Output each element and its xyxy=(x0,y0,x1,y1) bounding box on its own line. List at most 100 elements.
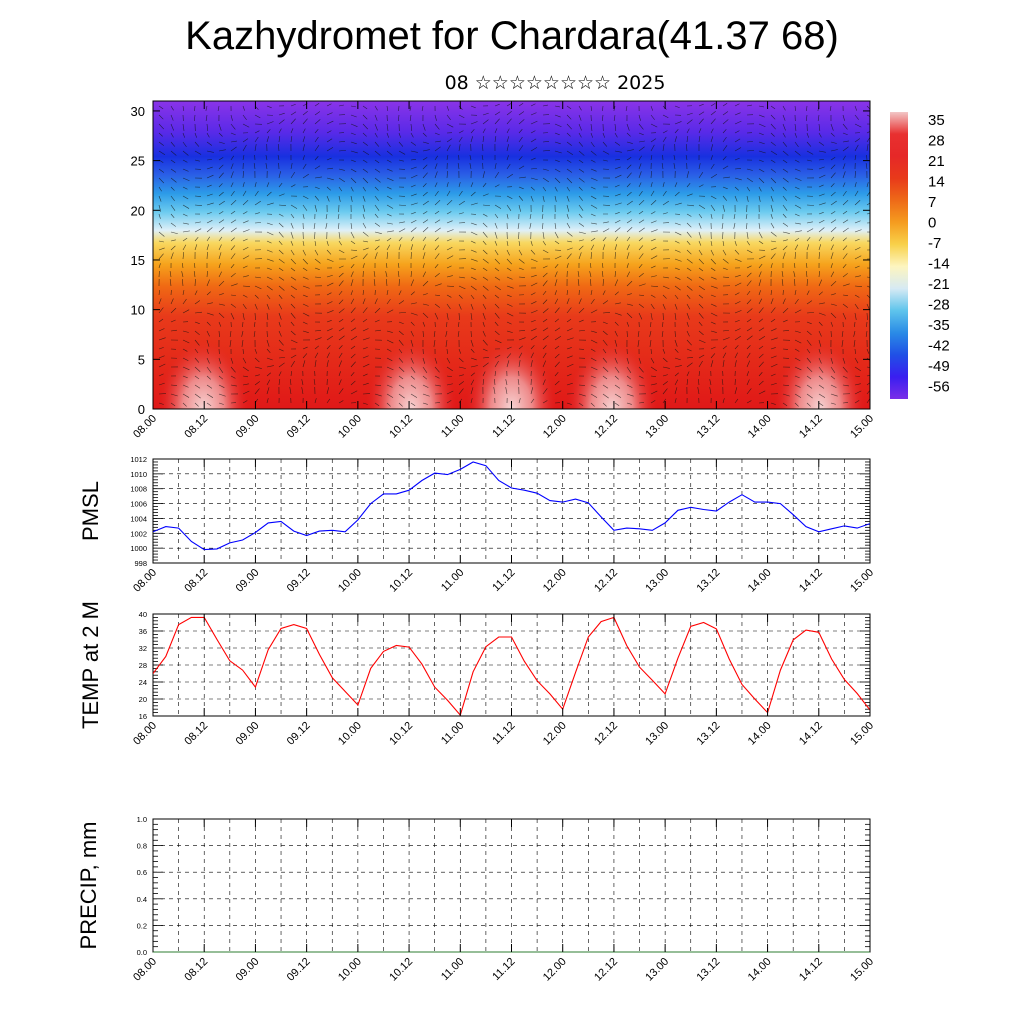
pmsl-series-line xyxy=(153,461,870,551)
colorbar-label: -14 xyxy=(928,256,950,273)
precip-xtick-label: 09.00 xyxy=(234,956,262,984)
temp-xtick-label: 08.00 xyxy=(131,720,159,748)
cs-ytick-label: 30 xyxy=(131,104,145,119)
temp-ytick-label: 24 xyxy=(139,678,147,687)
pmsl-ytick-label: 1002 xyxy=(130,529,147,538)
precip-xtick-label: 13.00 xyxy=(643,956,671,984)
temp-xtick-label: 09.00 xyxy=(234,720,262,748)
cs-xtick-label: 10.00 xyxy=(336,413,364,441)
temp-series-line xyxy=(153,616,870,716)
precip-ytick-label: 0.8 xyxy=(137,842,147,851)
precip-ytick-label: 1.0 xyxy=(137,815,147,824)
temp-xtick-label: 14.12 xyxy=(797,720,825,748)
colorbar-label: 7 xyxy=(928,194,936,211)
warm-bulb xyxy=(565,339,658,409)
precip-ytick-label: 0.4 xyxy=(137,895,147,904)
precip-xtick-label: 10.00 xyxy=(336,956,364,984)
cs-xtick-label: 08.00 xyxy=(131,413,159,441)
cs-xtick-label: 15.00 xyxy=(848,413,876,441)
pmsl-xtick-label: 13.00 xyxy=(643,567,671,595)
cs-xtick-label: 11.00 xyxy=(439,413,466,440)
colorbar-label: 21 xyxy=(928,153,945,170)
warm-bulb xyxy=(157,339,250,409)
temp-xtick-label: 12.00 xyxy=(541,720,569,748)
cs-xtick-label: 13.12 xyxy=(695,413,723,441)
precip-xtick-label: 14.00 xyxy=(746,956,774,984)
pmsl-xtick-label: 14.00 xyxy=(746,567,774,595)
temp-xtick-label: 11.00 xyxy=(439,720,466,747)
pmsl-xtick-label: 12.00 xyxy=(541,567,569,595)
precip-xtick-label: 12.00 xyxy=(541,956,569,984)
pmsl-xtick-label: 11.12 xyxy=(490,567,517,594)
cs-xtick-label: 09.00 xyxy=(234,413,262,441)
precip-xtick-label: 08.12 xyxy=(182,956,210,984)
colorbar-label: -56 xyxy=(928,379,950,396)
pmsl-xtick-label: 10.12 xyxy=(387,567,415,595)
colorbar-label: -7 xyxy=(928,235,941,252)
temp-xtick-label: 13.12 xyxy=(695,720,723,748)
pmsl-ytick-label: 998 xyxy=(134,559,147,568)
colorbar-label: -35 xyxy=(928,317,950,334)
page-title: Kazhydromet for Chardara(41.37 68) xyxy=(185,14,839,58)
pmsl-ytick-label: 1008 xyxy=(130,485,147,494)
precip-xtick-label: 11.00 xyxy=(439,956,466,983)
cs-xtick-label: 11.12 xyxy=(490,413,517,440)
colorbar-label: 14 xyxy=(928,174,945,191)
cs-ytick-label: 15 xyxy=(131,253,145,268)
colorbar-ramp xyxy=(890,112,908,399)
precip-panel: 0.0 0.2 0.4 0.6 0.8 1.0 PRECIP, mm 08.00 08.12 09… xyxy=(76,815,876,984)
pmsl-ytick-label: 1010 xyxy=(130,470,147,479)
temp-xtick-label: 12.12 xyxy=(592,720,620,748)
colorbar-label: -28 xyxy=(928,297,950,314)
cs-xtick-label: 08.12 xyxy=(182,413,210,441)
pmsl-xtick-label: 08.12 xyxy=(182,567,210,595)
colorbar-label: 0 xyxy=(928,215,936,232)
cs-xtick-label: 12.12 xyxy=(592,413,620,441)
temp-ytick-label: 20 xyxy=(139,695,147,704)
warm-bulb xyxy=(773,339,866,409)
cross-section-field xyxy=(153,101,870,409)
cs-xtick-label: 14.12 xyxy=(797,413,825,441)
cs-ytick-label: 5 xyxy=(138,352,145,367)
cs-xtick-label: 12.00 xyxy=(541,413,569,441)
cs-ytick-label: 20 xyxy=(131,203,145,218)
pmsl-ytick-label: 1000 xyxy=(130,544,147,553)
warm-bulb xyxy=(465,339,558,409)
pmsl-ytick-label: 1004 xyxy=(130,514,147,523)
pmsl-xtick-label: 14.12 xyxy=(797,567,825,595)
temp-ylabel: TEMP at 2 M xyxy=(78,601,103,729)
pmsl-xtick-label: 09.00 xyxy=(234,567,262,595)
cs-xtick-label: 13.00 xyxy=(643,413,671,441)
precip-xtick-label: 09.12 xyxy=(285,956,313,984)
pmsl-xtick-label: 15.00 xyxy=(848,567,876,595)
cs-ytick-label: 10 xyxy=(131,303,145,318)
temp-xtick-label: 10.00 xyxy=(336,720,364,748)
precip-ytick-label: 0.2 xyxy=(137,921,147,930)
colorbar: 35 28 21 14 7 0 -7 -14 -21 -28 -35 -42 -49 -56 xyxy=(890,112,950,399)
temp-ytick-label: 28 xyxy=(139,661,147,670)
pmsl-xtick-label: 10.00 xyxy=(336,567,364,595)
precip-xtick-label: 12.12 xyxy=(592,956,620,984)
temp-ytick-label: 40 xyxy=(139,610,147,619)
temp-xtick-label: 13.00 xyxy=(643,720,671,748)
precip-xtick-label: 14.12 xyxy=(797,956,825,984)
pmsl-ytick-label: 1012 xyxy=(130,455,147,464)
temp-ytick-label: 32 xyxy=(139,644,147,653)
cross-section-panel: 0 5 10 15 20 25 30 08.00 08.12 09.00 09.12 10.00 10.… xyxy=(131,100,876,441)
pmsl-ytick-label: 1006 xyxy=(130,500,147,509)
temp-xtick-label: 10.12 xyxy=(387,720,415,748)
pmsl-ylabel: PMSL xyxy=(78,481,103,541)
temp-xtick-label: 14.00 xyxy=(746,720,774,748)
pmsl-xtick-label: 12.12 xyxy=(592,567,620,595)
cs-xtick-label: 10.12 xyxy=(387,413,415,441)
pmsl-xtick-label: 11.00 xyxy=(439,567,466,594)
precip-ytick-label: 0.6 xyxy=(137,868,147,877)
precip-xtick-label: 10.12 xyxy=(387,956,415,984)
precip-xtick-label: 13.12 xyxy=(695,956,723,984)
page-subtitle: 08 ☆☆☆☆☆☆☆☆ 2025 xyxy=(444,72,666,94)
temp-xtick-label: 15.00 xyxy=(848,720,876,748)
cs-xtick-label: 14.00 xyxy=(746,413,774,441)
temp-xtick-label: 09.12 xyxy=(285,720,313,748)
pmsl-xtick-label: 09.12 xyxy=(285,567,313,595)
cs-ytick-label: 25 xyxy=(131,154,145,169)
